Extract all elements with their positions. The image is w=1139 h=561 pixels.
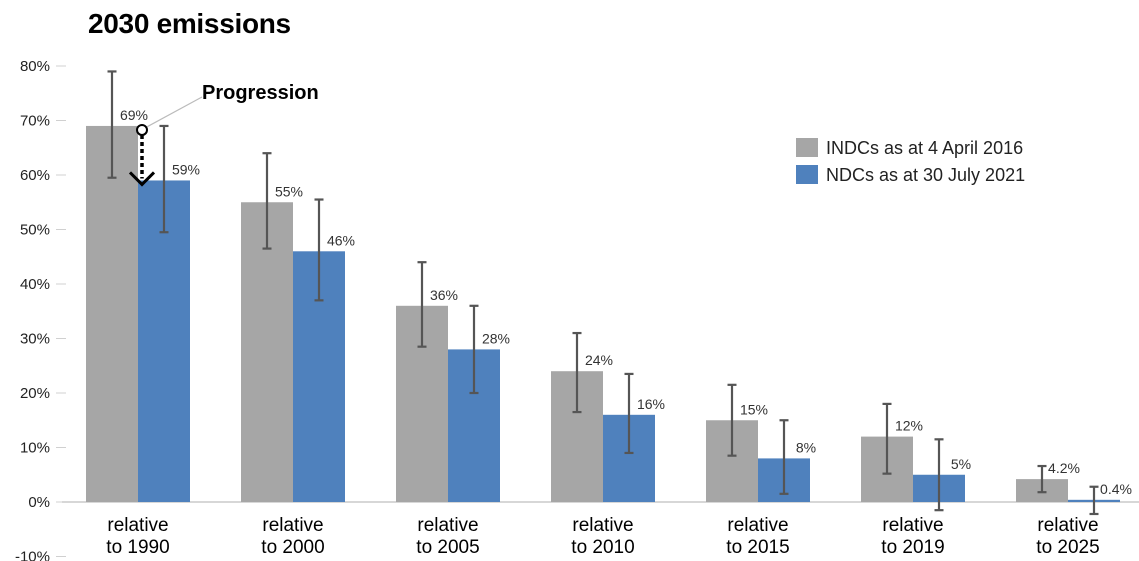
annotation-leader <box>144 96 203 129</box>
data-label: 16% <box>637 396 665 412</box>
y-tick-label: 20% <box>20 385 50 402</box>
y-tick-label: 40% <box>20 276 50 293</box>
category-label: relative to 2010 <box>571 515 634 558</box>
category-label-line: relative <box>882 515 943 536</box>
category-label-line: to 2005 <box>416 537 479 558</box>
bar-indc <box>241 202 293 502</box>
data-label: 15% <box>740 401 768 417</box>
category-label-line: relative <box>727 515 788 536</box>
data-label: 4.2% <box>1048 460 1080 476</box>
data-label: 59% <box>172 161 200 177</box>
legend-label: INDCs as at 4 April 2016 <box>826 138 1023 158</box>
data-label: 0.4% <box>1100 481 1132 497</box>
category-label-line: relative <box>1037 515 1098 536</box>
data-label: 8% <box>796 439 816 455</box>
legend-swatch <box>796 138 818 157</box>
legend-swatch <box>796 165 818 184</box>
category-label-line: to 2025 <box>1036 537 1099 558</box>
legend-label: NDCs as at 30 July 2021 <box>826 165 1025 185</box>
legend: INDCs as at 4 April 2016 NDCs as at 30 Ju… <box>796 138 1025 185</box>
category-label-line: to 2019 <box>881 537 944 558</box>
category-label-line: to 2010 <box>571 537 634 558</box>
category-label: relative to 2025 <box>1036 515 1099 558</box>
data-label: 55% <box>275 183 303 199</box>
category-label-line: relative <box>572 515 633 536</box>
y-tick-label: 10% <box>20 440 50 457</box>
category-label-line: to 1990 <box>106 537 169 558</box>
data-label: 36% <box>430 287 458 303</box>
data-labels: 69% 59% 55% 46% 36% 28% 24% 16% 15% 8% 12% 5% 4.2% 0.… <box>120 107 1132 497</box>
data-label: 24% <box>585 352 613 368</box>
category-label-line: to 2000 <box>261 537 324 558</box>
data-label: 69% <box>120 107 148 123</box>
progression-arrowhead <box>128 171 156 187</box>
category-label-line: relative <box>417 515 478 536</box>
data-label: 46% <box>327 232 355 248</box>
y-tick-label: 80% <box>20 58 50 75</box>
y-tick-label: 50% <box>20 222 50 239</box>
category-label: relative to 2005 <box>416 515 479 558</box>
y-tick-label: 0% <box>28 494 50 511</box>
data-label: 5% <box>951 456 971 472</box>
category-label: relative to 2000 <box>261 515 324 558</box>
data-label: 12% <box>895 418 923 434</box>
category-label-line: relative <box>262 515 323 536</box>
category-label: relative to 1990 <box>106 515 169 558</box>
data-label: 28% <box>482 330 510 346</box>
y-tick-label: 70% <box>20 113 50 130</box>
progression-annotation: Progression <box>128 82 319 187</box>
y-tick-label: 60% <box>20 167 50 184</box>
category-label: relative to 2019 <box>881 515 944 558</box>
y-tick-label: -10% <box>15 549 50 561</box>
bars <box>86 70 1120 516</box>
annotation-text: Progression <box>202 82 319 104</box>
chart-title: 2030 emissions <box>88 8 291 39</box>
y-tick-label: 30% <box>20 331 50 348</box>
bar-indc <box>86 125 138 502</box>
category-label-line: relative <box>107 515 168 536</box>
category-label: relative to 2015 <box>726 515 789 558</box>
progression-start-dot <box>136 123 148 136</box>
bar-ndc <box>138 180 190 502</box>
category-label-line: to 2015 <box>726 537 789 558</box>
